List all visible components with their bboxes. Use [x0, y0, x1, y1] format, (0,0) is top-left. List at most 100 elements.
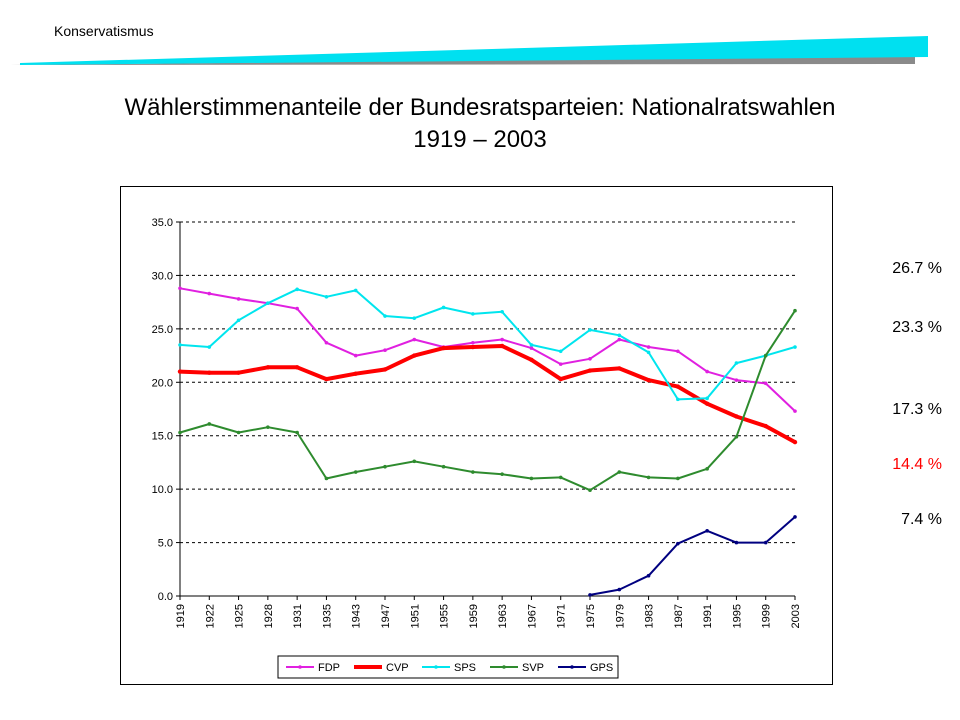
x-tick-label: 1979	[614, 604, 626, 628]
data-point-gps	[763, 540, 768, 545]
data-point-cvp	[792, 439, 798, 445]
data-point-cvp	[646, 377, 651, 383]
y-tick-label: 30.0	[152, 270, 173, 282]
data-point-gps	[646, 573, 651, 578]
page-title: Wählerstimmenanteile der Bundesratsparte…	[0, 92, 960, 156]
x-tick-label: 1931	[292, 604, 304, 628]
data-point-sps	[324, 295, 329, 299]
data-point-fdp	[383, 348, 387, 353]
data-point-gps	[617, 587, 622, 592]
x-tick-label: 1983	[644, 604, 656, 628]
data-point-sps	[207, 345, 212, 349]
swoosh-cyan	[20, 36, 928, 65]
data-point-fdp	[412, 337, 417, 342]
data-point-cvp	[353, 371, 358, 376]
series-line-cvp	[179, 344, 796, 444]
data-point-cvp	[587, 368, 593, 373]
data-point-svp	[558, 475, 563, 480]
y-tick-label: 25.0	[152, 324, 173, 336]
line-chart: 0.0 5.0 10.0 15.0 20.0 25.0 30.0 35.0 1919 1922 19…	[152, 217, 802, 679]
y-tick-label: 15.0	[152, 431, 173, 443]
data-point-cvp	[294, 365, 300, 370]
data-point-gps	[793, 515, 797, 519]
title-line-1: Wählerstimmenanteile der Bundesratsparte…	[124, 94, 836, 121]
x-tick-label: 1987	[673, 604, 685, 628]
data-point-svp	[617, 470, 622, 474]
data-point-sps	[295, 287, 299, 292]
legend-label-fdp: FDP	[318, 662, 340, 674]
data-point-cvp	[324, 376, 329, 382]
data-point-cvp	[177, 369, 183, 374]
data-point-sps	[734, 361, 739, 365]
data-point-fdp	[529, 346, 534, 350]
data-point-sps	[178, 343, 182, 347]
data-point-gps	[734, 540, 739, 545]
data-point-fdp	[588, 356, 592, 361]
data-point-cvp	[265, 365, 271, 370]
data-point-svp	[763, 353, 768, 358]
data-point-svp	[236, 430, 241, 435]
side-label-fdp: 17.3 %	[892, 401, 942, 418]
series-line-gps	[589, 516, 796, 596]
data-point-svp	[295, 430, 299, 435]
data-point-sps	[529, 343, 534, 347]
x-tick-label: 1995	[731, 604, 743, 628]
data-point-cvp	[470, 344, 476, 350]
data-point-svp	[471, 470, 475, 474]
data-point-sps	[266, 301, 270, 306]
side-label-svp: 26.7 %	[892, 260, 942, 277]
data-point-cvp	[763, 423, 768, 429]
data-point-sps	[236, 318, 241, 323]
title-line-2: 1919 – 2003	[413, 126, 547, 153]
data-point-svp	[734, 434, 739, 439]
y-tick-label: 10.0	[152, 484, 173, 496]
data-point-fdp	[500, 337, 504, 342]
data-point-fdp	[236, 297, 241, 301]
data-point-cvp	[529, 357, 534, 363]
legend-marker-fdp	[298, 665, 302, 669]
x-tick-label: 1999	[761, 604, 773, 628]
data-point-sps	[676, 397, 680, 402]
data-point-svp	[793, 308, 797, 313]
data-point-fdp	[324, 340, 329, 345]
data-point-fdp	[763, 381, 768, 386]
x-tick-label: 1975	[585, 604, 597, 628]
data-point-sps	[705, 396, 709, 401]
data-point-cvp	[441, 345, 446, 351]
y-tick-label: 35.0	[152, 217, 173, 229]
data-point-gps	[676, 541, 680, 546]
x-tick-label: 1971	[556, 604, 568, 628]
data-point-sps	[353, 288, 358, 293]
legend-label-svp: SVP	[522, 662, 544, 674]
data-point-fdp	[558, 362, 563, 366]
x-tick-label: 1943	[351, 604, 363, 628]
data-point-cvp	[704, 401, 710, 406]
data-point-svp	[646, 475, 651, 480]
x-tick-label: 1955	[439, 604, 451, 628]
x-tick-label: 1919	[175, 604, 187, 628]
data-point-fdp	[178, 286, 182, 291]
side-label-cvp: 14.4 %	[892, 456, 942, 473]
data-point-cvp	[236, 370, 241, 375]
data-point-fdp	[295, 306, 299, 311]
y-tick-label: 20.0	[152, 377, 173, 389]
legend-label-sps: SPS	[454, 662, 476, 674]
chart-frame: 0.0 5.0 10.0 15.0 20.0 25.0 30.0 35.0 1919 1922 19…	[120, 186, 833, 685]
data-point-svp	[412, 459, 417, 464]
series-line-sps	[179, 288, 796, 401]
data-point-cvp	[734, 414, 739, 419]
data-point-sps	[500, 309, 504, 314]
x-tick-label: 1963	[497, 604, 509, 628]
data-point-cvp	[617, 366, 622, 371]
legend-label-cvp: CVP	[386, 662, 409, 674]
data-point-sps	[441, 305, 446, 310]
x-tick-label: 2003	[790, 604, 802, 628]
data-point-sps	[646, 350, 651, 355]
data-point-svp	[324, 476, 329, 481]
x-tick-label: 1967	[526, 604, 538, 628]
x-tick-label: 1947	[380, 604, 392, 628]
data-point-fdp	[471, 340, 475, 345]
data-point-svp	[500, 472, 504, 476]
legend-label-gps: GPS	[590, 662, 613, 674]
x-tick-label: 1925	[234, 604, 246, 628]
